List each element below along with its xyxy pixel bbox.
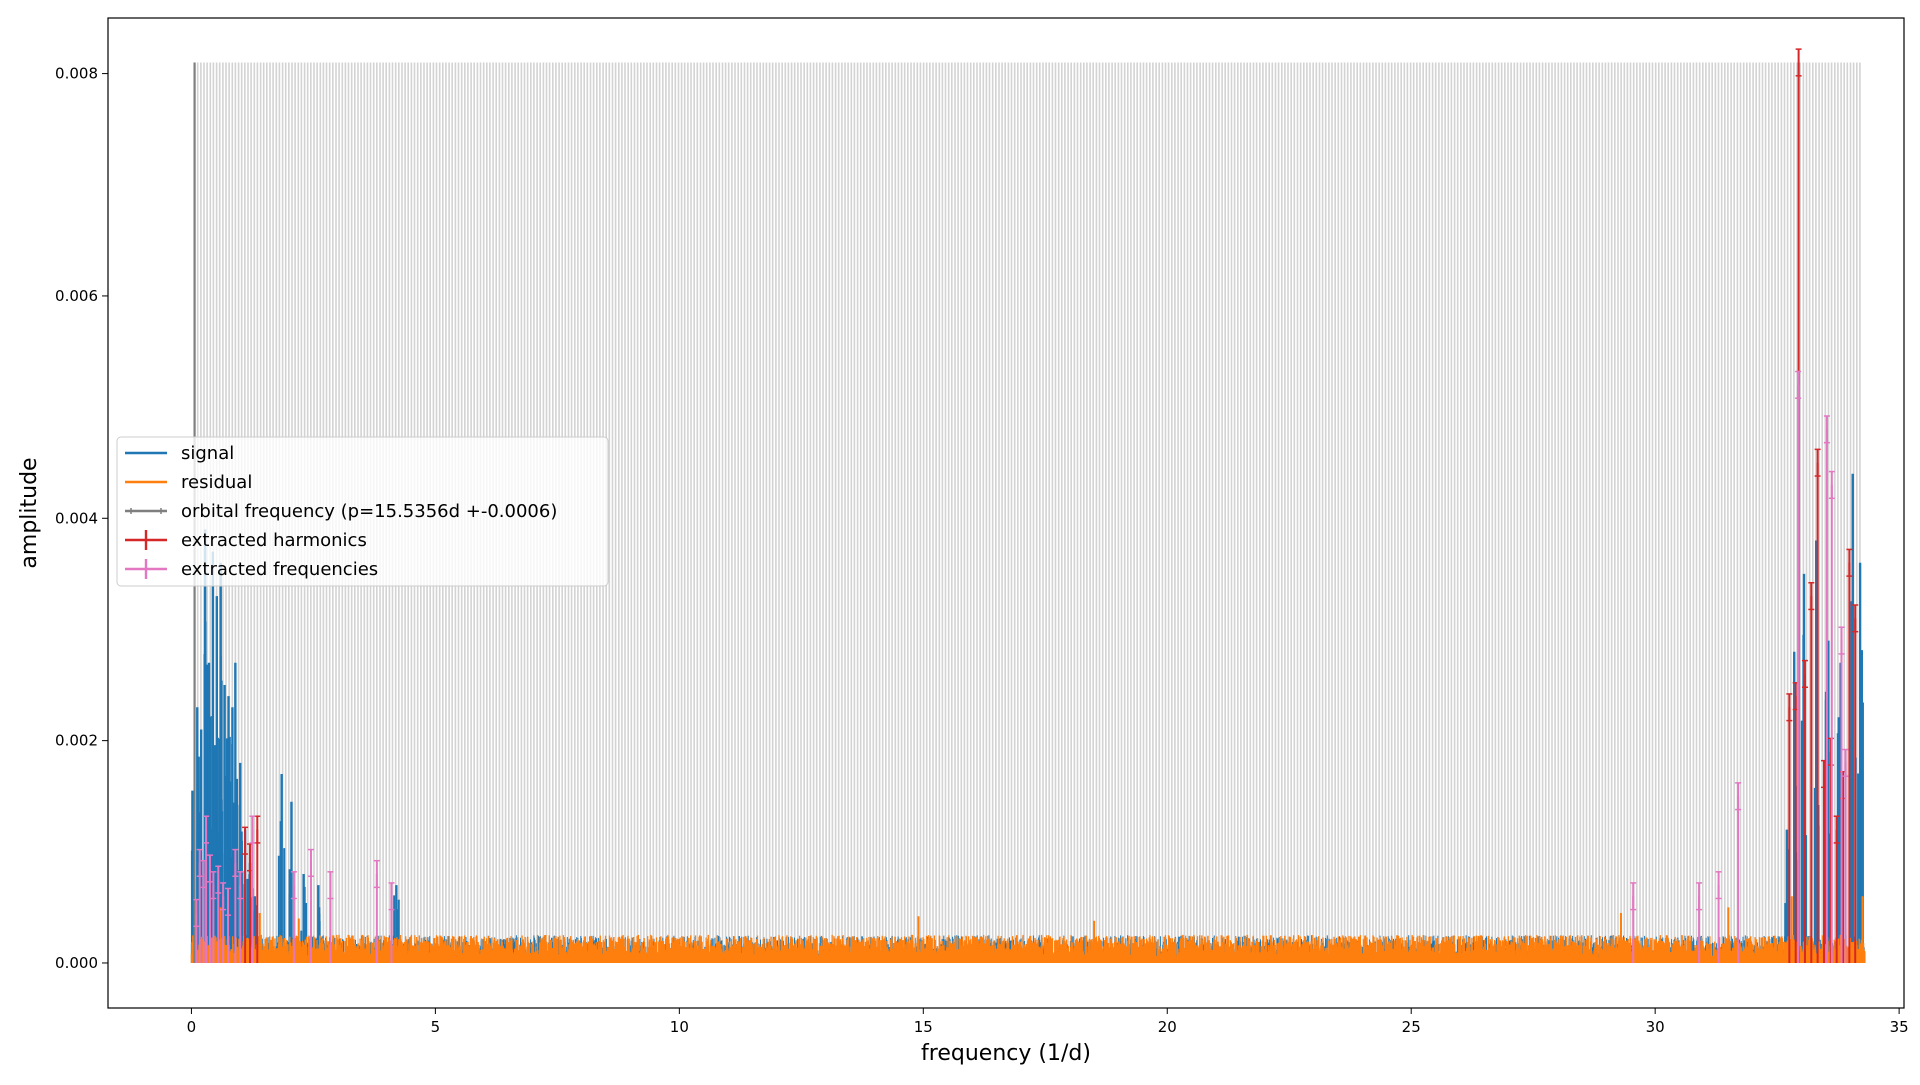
x-axis: 0 5 10 15 20 25 30 35 <box>187 1008 1909 1036</box>
extracted-harmonics-series <box>242 48 1859 963</box>
extracted-frequencies-series <box>193 370 1849 963</box>
legend-label: signal <box>181 443 234 464</box>
x-tick-label: 0 <box>187 1018 197 1036</box>
x-tick-label: 35 <box>1890 1018 1909 1036</box>
x-tick-label: 30 <box>1646 1018 1665 1036</box>
legend-label: residual <box>181 472 252 493</box>
y-tick-label: 0.002 <box>55 732 98 750</box>
legend-box <box>116 436 609 587</box>
plot-frame <box>107 17 1905 1009</box>
x-axis-label: frequency (1/d) <box>921 1041 1091 1066</box>
legend: signal residual orbital frequency (p=15.53… <box>116 436 609 587</box>
legend-label: extracted harmonics <box>181 530 367 551</box>
legend-label: extracted frequencies <box>181 559 378 580</box>
y-tick-label: 0.006 <box>55 287 98 305</box>
y-tick-label: 0.004 <box>55 509 98 527</box>
y-tick-label: 0.000 <box>55 954 98 972</box>
y-axis: 0.000 0.002 0.004 0.006 0.008 <box>55 65 108 972</box>
x-tick-label: 15 <box>914 1018 933 1036</box>
y-axis-label: amplitude <box>17 457 42 568</box>
legend-label: orbital frequency (p=15.5356d +-0.0006) <box>181 501 557 522</box>
x-tick-label: 10 <box>670 1018 689 1036</box>
x-tick-label: 5 <box>431 1018 441 1036</box>
y-tick-label: 0.008 <box>55 65 98 83</box>
x-tick-label: 20 <box>1158 1018 1177 1036</box>
residual-noise <box>190 934 1866 963</box>
x-tick-label: 25 <box>1402 1018 1421 1036</box>
